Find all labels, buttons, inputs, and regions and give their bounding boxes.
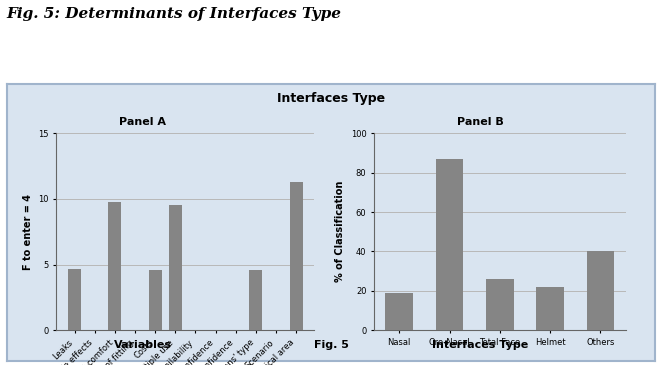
Bar [385,293,413,330]
Y-axis label: % of Classification: % of Classification [335,181,345,283]
Bar [436,159,463,330]
Text: Interfaces Type: Interfaces Type [432,340,528,350]
Y-axis label: F to enter = 4: F to enter = 4 [23,194,32,270]
Bar [109,201,121,330]
Bar [148,270,162,330]
Text: Interfaces Type: Interfaces Type [277,92,385,105]
Text: Panel A: Panel A [119,117,166,127]
Bar [587,251,614,330]
Text: Fig. 5: Fig. 5 [314,340,348,350]
Text: Panel B: Panel B [457,117,504,127]
Bar [250,270,262,330]
Text: Fig. 5: Determinants of Interfaces Type: Fig. 5: Determinants of Interfaces Type [7,7,342,21]
Bar [536,287,564,330]
Text: Variables: Variables [114,340,172,350]
Bar [169,205,182,330]
Bar [486,279,514,330]
Bar [289,182,303,330]
Bar [68,269,81,330]
